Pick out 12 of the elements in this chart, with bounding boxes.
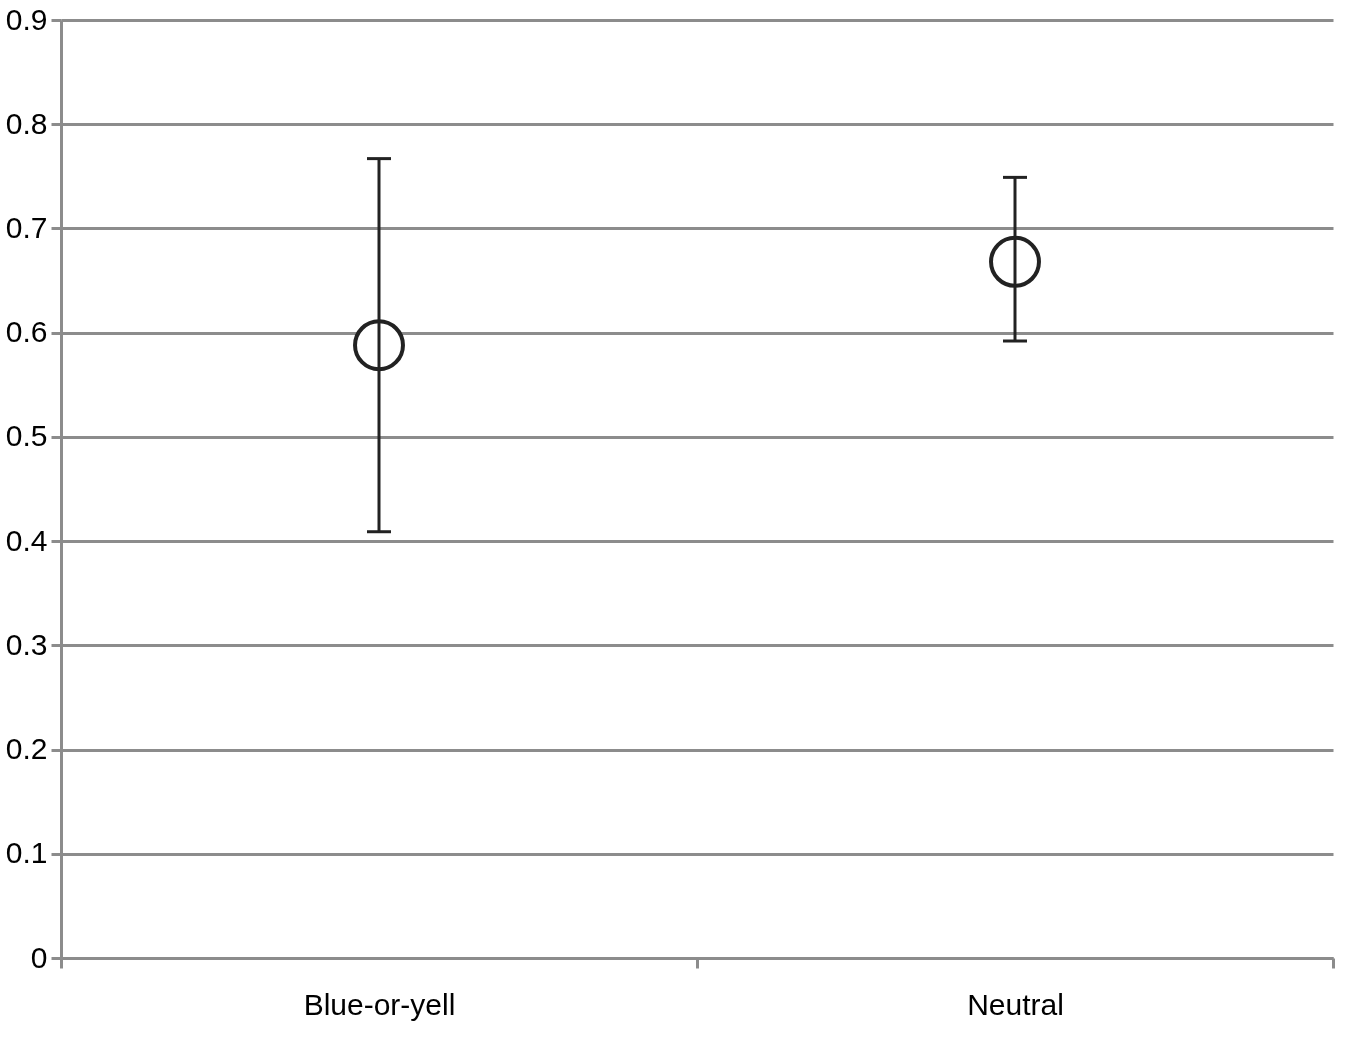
x-tick-label: Blue-or-yell (303, 987, 456, 1021)
x-tick-label: Neutral (967, 987, 1064, 1021)
y-tick-label: 0.6 (5, 315, 48, 349)
y-tick-label: 0 (30, 940, 48, 974)
y-tick-label: 0.3 (5, 627, 48, 661)
y-tick-label: 0.2 (5, 732, 48, 766)
y-tick-label: 0.4 (5, 523, 48, 557)
y-tick-label: 0.7 (5, 210, 48, 244)
y-tick-label: 0.8 (5, 106, 48, 140)
y-tick-label: 0.1 (5, 836, 48, 870)
y-tick-label: 0.9 (5, 2, 48, 36)
y-tick-label: 0.5 (5, 419, 48, 453)
